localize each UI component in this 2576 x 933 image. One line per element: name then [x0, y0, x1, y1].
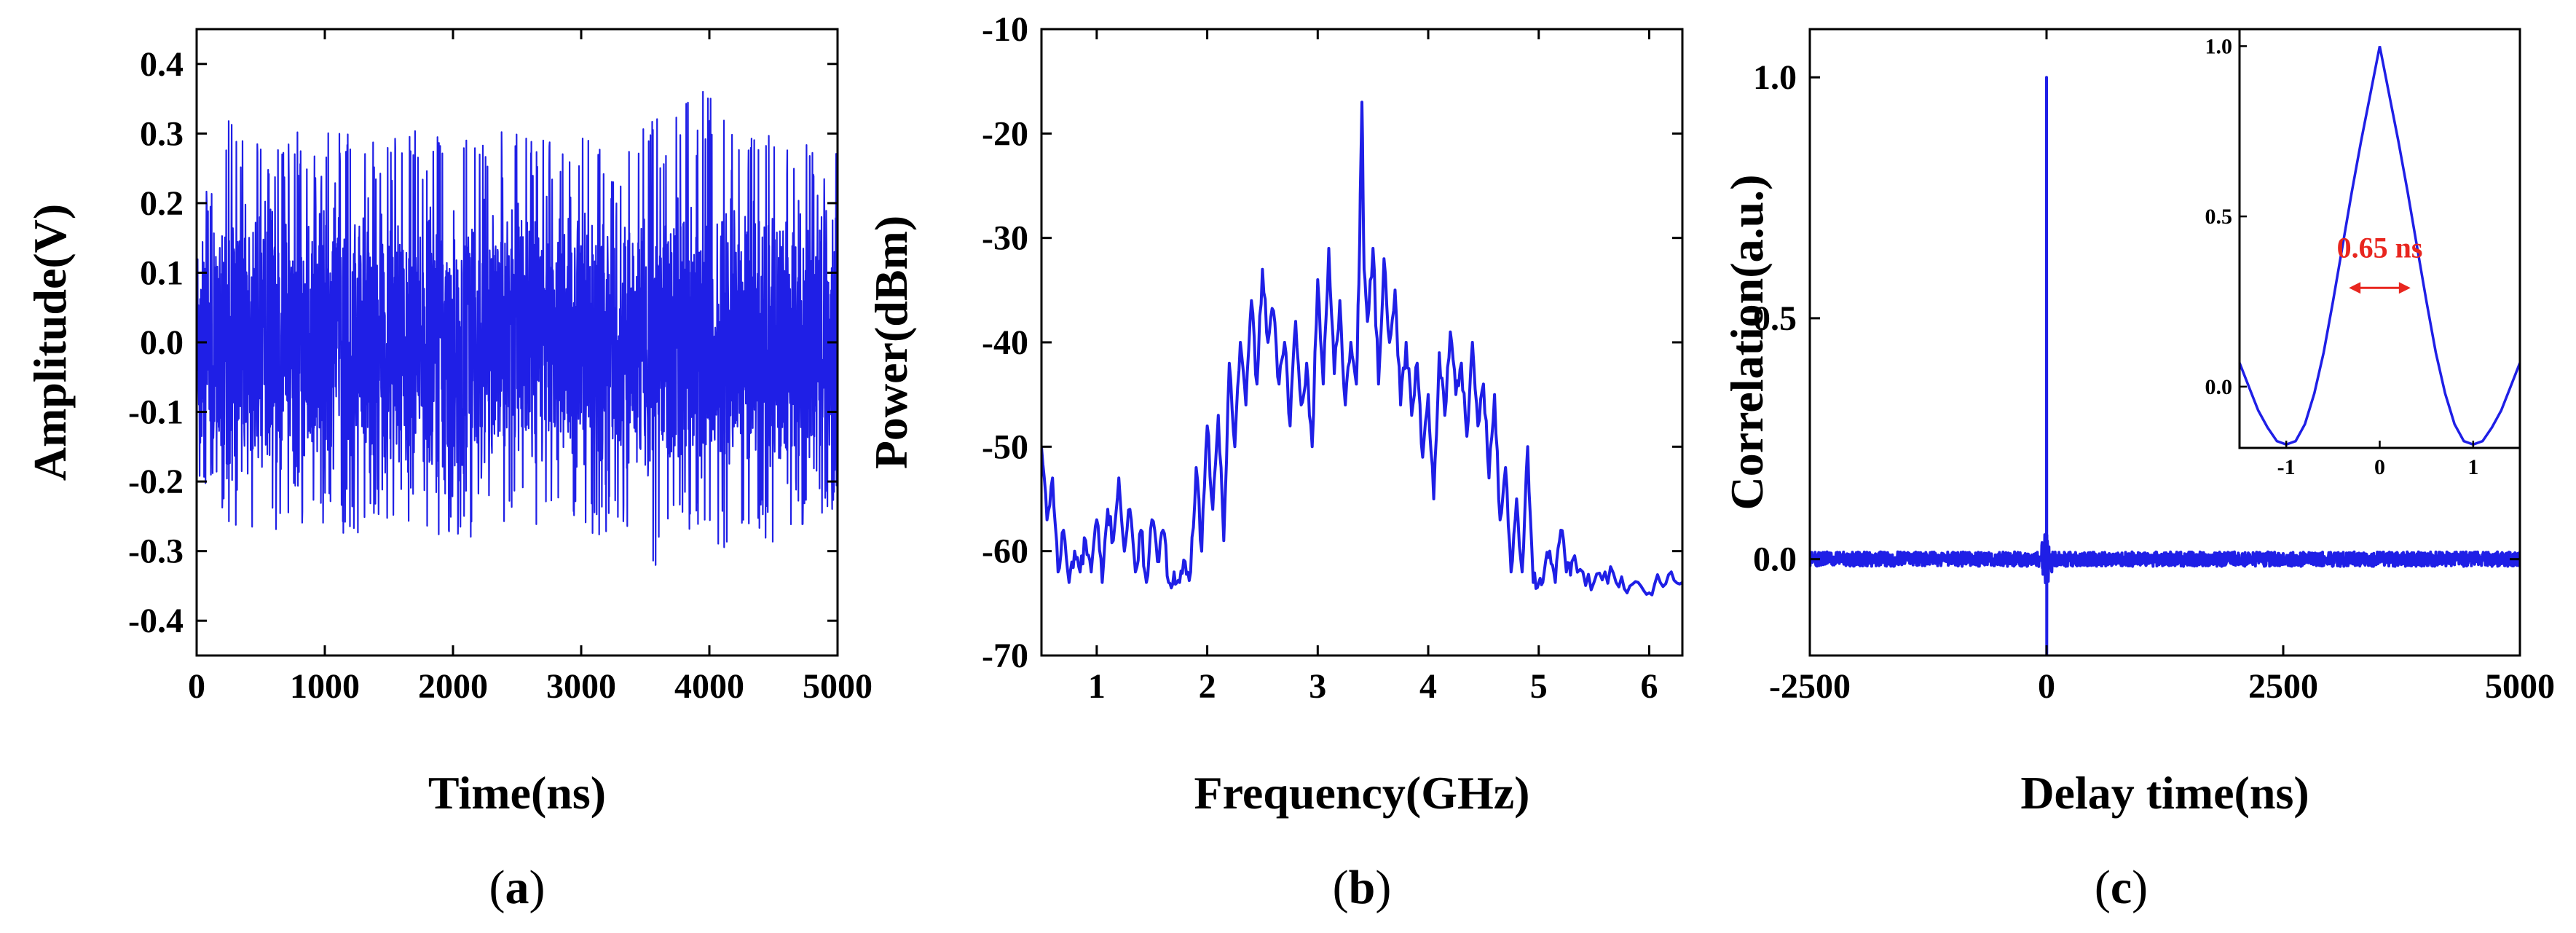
y-tick-label: -70 [982, 637, 1028, 675]
x-tick-label: 5000 [803, 667, 873, 706]
x-tick-label: 1 [1088, 667, 1106, 706]
caption-close-paren: ) [2132, 861, 2148, 914]
y-tick-label: -20 [982, 114, 1028, 153]
y-tick-label: -40 [982, 323, 1028, 362]
inset-y-tick-label: 0.0 [2205, 375, 2233, 399]
inset-y-tick-label: 1.0 [2205, 34, 2233, 58]
fwhm-arrow-head-left [2349, 282, 2361, 294]
y-tick-label: 0.5 [1753, 299, 1797, 338]
x-tick-label: 3 [1309, 667, 1326, 706]
x-tick-label: 4 [1419, 667, 1437, 706]
y-axis-label: Correlation(a.u.) [1721, 175, 1773, 511]
subfigure-caption: (a) [489, 861, 545, 914]
y-tick-label: -10 [982, 10, 1028, 49]
caption-letter: b [1349, 861, 1376, 914]
series-line-a [197, 90, 838, 566]
chart-c: -2500 0 2500 5000 0.0 0.5 1.0 Delay time(ns) Cor… [1721, 28, 2555, 914]
x-tick-label: 0 [2038, 667, 2055, 706]
fwhm-annotation-label: 0.65 ns [2337, 231, 2423, 264]
x-tick-label: 2 [1199, 667, 1216, 706]
inset-background [2240, 29, 2520, 448]
x-tick-label: 0 [188, 667, 205, 706]
x-tick-label: 5 [1530, 667, 1548, 706]
caption-letter: c [2111, 861, 2132, 914]
series-line-b [1041, 101, 1682, 597]
caption-open-paren: ( [1333, 861, 1349, 914]
y-axis-label: Power(dBm) [865, 216, 917, 469]
x-axis-label: Delay time(ns) [2020, 767, 2309, 819]
x-tick-label: 6 [1640, 667, 1658, 706]
x-tick-label: 5000 [2485, 667, 2555, 706]
y-tick-label: -0.3 [128, 532, 184, 571]
y-tick-label: -30 [982, 219, 1028, 258]
fwhm-arrow-head-right [2398, 282, 2411, 294]
inset-x-tick-label: -1 [2277, 455, 2296, 479]
x-tick-label: 4000 [674, 667, 744, 706]
caption-open-paren: ( [489, 861, 505, 914]
chart-b: 1 2 3 4 5 6 -70 -60 -50 -40 -30 -20 -10 Frequency(GHz… [865, 10, 1684, 914]
caption-close-paren: ) [529, 861, 545, 914]
y-tick-label: 0.4 [140, 45, 184, 84]
y-tick-label: 1.0 [1753, 58, 1797, 97]
x-tick-label: 3000 [546, 667, 616, 706]
caption-close-paren: ) [1375, 861, 1391, 914]
x-tick-label: 2500 [2248, 667, 2318, 706]
inset-chart: -1 0 1 0.0 0.5 1.0 0.65 ns [2205, 28, 2521, 479]
subfigure-caption: (b) [1333, 861, 1392, 914]
chart-a: 0 1000 2000 3000 4000 5000 -0.4 -0.3 -0.2 -0.1 0.0… [24, 28, 873, 914]
y-tick-label: -0.1 [128, 393, 184, 432]
y-axis-label: Amplitude(V) [24, 204, 76, 481]
y-tick-label: 0.0 [1753, 540, 1797, 579]
y-tick-label: 0.0 [140, 323, 184, 362]
y-tick-label: 0.2 [140, 184, 184, 223]
series-line-c [1810, 76, 2520, 656]
x-axis-label: Time(ns) [428, 767, 606, 819]
inset-x-tick-label: 1 [2467, 455, 2478, 479]
x-tick-label: 2000 [418, 667, 488, 706]
caption-letter: a [505, 861, 529, 914]
y-tick-label: 0.3 [140, 114, 184, 153]
inset-y-tick-label: 0.5 [2205, 205, 2233, 229]
y-tick-label: -60 [982, 532, 1028, 571]
caption-open-paren: ( [2095, 861, 2111, 914]
y-tick-label: -50 [982, 428, 1028, 466]
x-axis-label: Frequency(GHz) [1194, 767, 1530, 819]
inset-x-tick-label: 0 [2374, 455, 2385, 479]
inset-series-line [2238, 46, 2521, 446]
x-tick-label: -2500 [1769, 667, 1851, 706]
y-tick-label: 0.1 [140, 253, 184, 292]
x-tick-label: 1000 [290, 667, 360, 706]
y-tick-label: -0.4 [128, 602, 184, 640]
y-tick-label: -0.2 [128, 462, 184, 501]
subfigure-caption: (c) [2095, 861, 2148, 914]
